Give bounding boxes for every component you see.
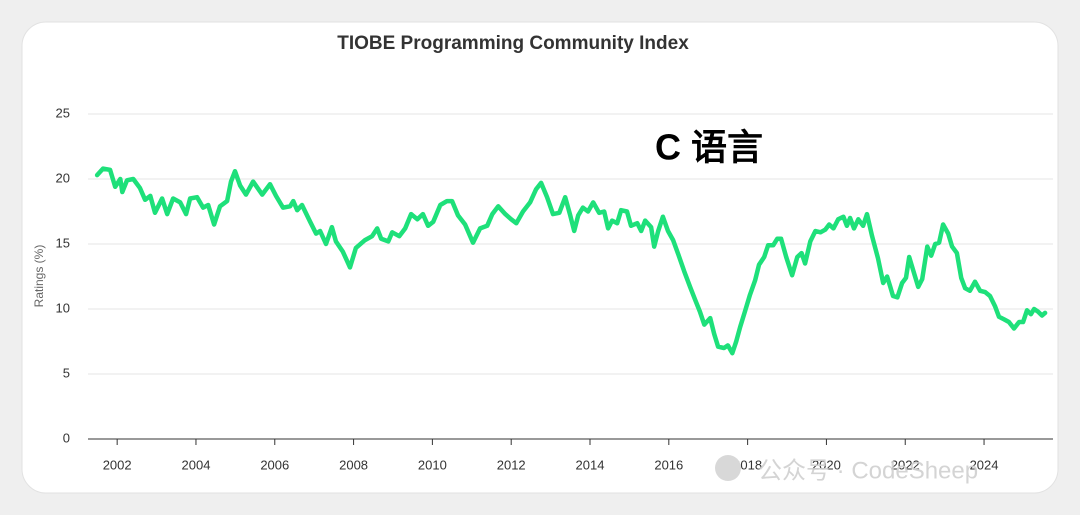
y-tick-label: 15: [56, 235, 70, 250]
y-tick-label: 25: [56, 105, 70, 120]
x-tick-label: 2012: [497, 457, 526, 472]
y-tick-label: 20: [56, 170, 70, 185]
x-tick-label: 2002: [103, 457, 132, 472]
y-axis-label: Ratings (%): [32, 245, 46, 308]
x-tick-label: 2006: [260, 457, 289, 472]
chart-title: TIOBE Programming Community Index: [337, 33, 689, 54]
card: [21, 21, 1059, 494]
watermark-icon: [715, 455, 741, 481]
line: [94, 166, 1048, 356]
x-tick-label: 2004: [182, 457, 211, 472]
x-tick-label: 2008: [339, 457, 368, 472]
x-tick-label: 2016: [654, 457, 683, 472]
y-tick-label: 10: [56, 300, 70, 315]
watermark: 公众号 · CodeSheep: [758, 457, 978, 484]
y-tick-label: 0: [63, 430, 70, 445]
x-tick-label: 2024: [970, 457, 999, 472]
x-tick-label: 2022: [891, 457, 920, 472]
annotation: C 语言: [655, 127, 763, 168]
x-tick-label: 2010: [418, 457, 447, 472]
y-tick-label: 5: [63, 365, 70, 380]
x-tick-label: 2014: [576, 457, 605, 472]
x-tick-label: 2020: [812, 457, 841, 472]
